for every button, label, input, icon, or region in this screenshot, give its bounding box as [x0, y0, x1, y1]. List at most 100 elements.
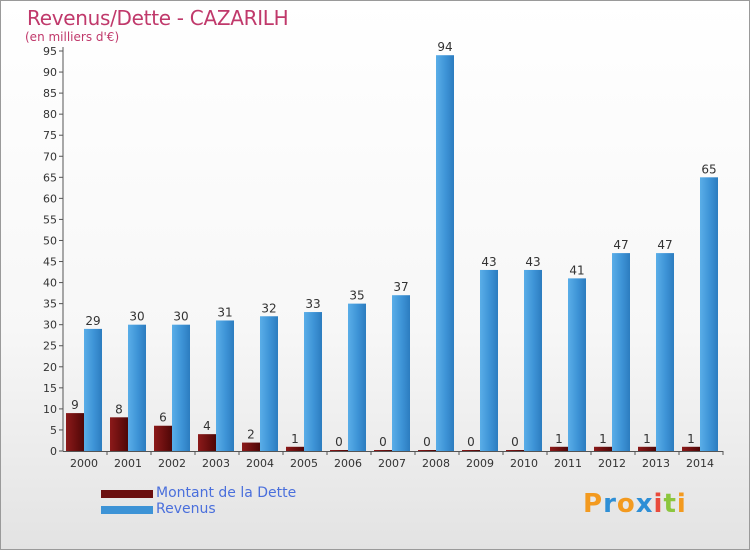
data-label-revenus: 43 [481, 255, 496, 269]
bar-revenus [348, 303, 366, 451]
data-label-revenus: 32 [261, 301, 276, 315]
bar-dette [418, 450, 436, 451]
y-tick-label: 0 [50, 445, 57, 458]
data-label-revenus: 30 [173, 310, 188, 324]
x-tick-label: 2010 [510, 457, 538, 470]
bar-revenus [84, 328, 102, 451]
data-label-dette: 4 [203, 419, 211, 433]
bar-revenus [436, 55, 454, 452]
data-label-revenus: 37 [393, 280, 408, 294]
y-tick-label: 85 [43, 87, 57, 100]
x-tick-label: 2005 [290, 457, 318, 470]
data-label-dette: 0 [335, 435, 343, 449]
bar-dette [110, 417, 128, 451]
data-label-dette: 0 [423, 435, 431, 449]
y-tick-label: 90 [43, 66, 57, 79]
x-tick-label: 2007 [378, 457, 406, 470]
logo-letter: o [616, 489, 636, 519]
x-tick-label: 2002 [158, 457, 186, 470]
y-tick-label: 5 [50, 424, 57, 437]
bar-revenus [216, 320, 234, 451]
x-tick-label: 2003 [202, 457, 230, 470]
bar-dette [198, 434, 216, 451]
bar-revenus [260, 316, 278, 451]
data-label-revenus: 47 [657, 238, 672, 252]
y-tick-label: 25 [43, 340, 57, 353]
bar-revenus [392, 295, 410, 451]
data-label-dette: 1 [687, 432, 695, 446]
data-label-dette: 1 [599, 432, 607, 446]
data-label-revenus: 43 [525, 255, 540, 269]
bar-dette [154, 425, 172, 451]
y-tick-label: 30 [43, 319, 57, 332]
data-label-dette: 6 [159, 411, 167, 425]
logo-letter: P [583, 489, 604, 519]
bar-dette [330, 450, 348, 451]
data-label-revenus: 94 [437, 40, 452, 54]
x-tick-label: 2000 [70, 457, 98, 470]
bar-dette [638, 446, 656, 451]
x-tick-label: 2008 [422, 457, 450, 470]
data-label-revenus: 33 [305, 297, 320, 311]
y-tick-label: 70 [43, 150, 57, 163]
data-label-revenus: 65 [701, 162, 716, 176]
bar-revenus [524, 269, 542, 451]
data-label-dette: 0 [511, 435, 519, 449]
bar-dette [242, 442, 260, 451]
bar-dette [286, 446, 304, 451]
data-label-dette: 1 [643, 432, 651, 446]
data-label-revenus: 29 [85, 314, 100, 328]
y-tick-label: 55 [43, 213, 57, 226]
logo-letter: x [635, 489, 654, 519]
y-tick-label: 40 [43, 277, 57, 290]
data-label-revenus: 47 [613, 238, 628, 252]
data-label-dette: 1 [291, 432, 299, 446]
x-tick-label: 2013 [642, 457, 670, 470]
data-label-dette: 8 [115, 402, 123, 416]
bar-revenus [700, 177, 718, 451]
bar-dette [506, 450, 524, 451]
data-label-dette: 0 [467, 435, 475, 449]
legend-swatch-dette [101, 490, 153, 498]
logo-letter: t [663, 489, 677, 519]
chart-subtitle: (en milliers d'€) [25, 30, 120, 44]
data-label-dette: 1 [555, 432, 563, 446]
y-tick-label: 10 [43, 403, 57, 416]
y-tick-label: 35 [43, 298, 57, 311]
y-tick-label: 95 [43, 45, 57, 58]
bar-dette [66, 413, 84, 451]
y-tick-label: 60 [43, 192, 57, 205]
x-tick-label: 2012 [598, 457, 626, 470]
x-tick-label: 2011 [554, 457, 582, 470]
x-tick-label: 2006 [334, 457, 362, 470]
y-tick-label: 75 [43, 129, 57, 142]
logo-letter: i [653, 489, 664, 519]
x-tick-label: 2009 [466, 457, 494, 470]
x-tick-label: 2014 [686, 457, 714, 470]
data-label-revenus: 35 [349, 289, 364, 303]
y-tick-label: 45 [43, 256, 57, 269]
legend-label-dette: Montant de la Dette [156, 485, 297, 501]
chart-title: Revenus/Dette - CAZARILH [27, 6, 289, 30]
bar-revenus [612, 253, 630, 451]
data-label-dette: 2 [247, 428, 255, 442]
proxiti-logo: Proxiti [583, 489, 687, 519]
bar-revenus [172, 324, 190, 451]
bar-revenus [304, 312, 322, 451]
bar-revenus [480, 269, 498, 451]
data-label-dette: 9 [71, 398, 79, 412]
data-label-dette: 0 [379, 435, 387, 449]
bar-dette [550, 446, 568, 451]
bar-dette [374, 450, 392, 451]
y-tick-label: 15 [43, 382, 57, 395]
bar-dette [462, 450, 480, 451]
data-label-revenus: 41 [569, 263, 584, 277]
bar-dette [594, 446, 612, 451]
logo-letter: r [603, 489, 617, 519]
y-tick-label: 20 [43, 361, 57, 374]
legend-swatch-revenus [101, 506, 153, 514]
bar-dette [682, 446, 700, 451]
data-label-revenus: 30 [129, 310, 144, 324]
bar-revenus [128, 324, 146, 451]
